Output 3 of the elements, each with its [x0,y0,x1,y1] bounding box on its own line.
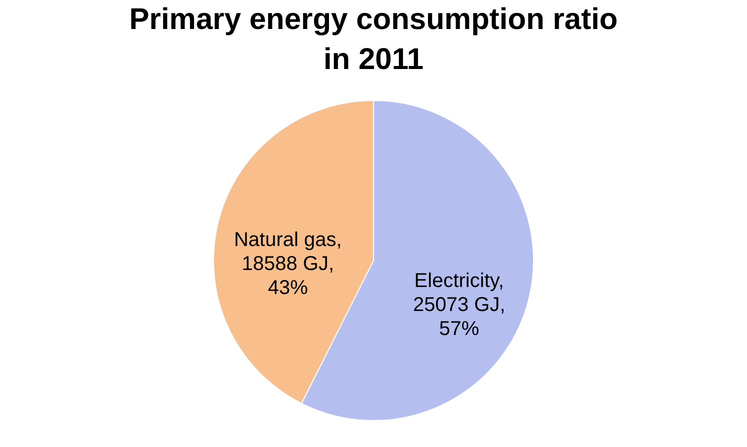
chart-title: Primary energy consumption ratio in 2011 [129,3,618,76]
slice-label: Electricity, 25073 GJ, 57% [412,270,506,340]
slice-label: Natural gas, 18588 GJ, 43% [234,229,342,300]
